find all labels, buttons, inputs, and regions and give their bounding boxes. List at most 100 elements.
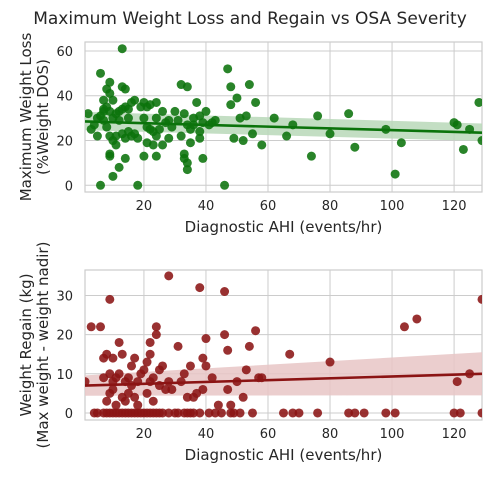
data-point <box>133 400 143 410</box>
data-point <box>96 68 106 78</box>
data-point <box>213 400 223 410</box>
top-scatter-panel: 20 40 60 80 100 120 0 20 40 60 Diagnostic AHI (eve… <box>17 33 483 236</box>
data-point <box>229 408 239 418</box>
x-tick-label: 120 <box>442 199 467 214</box>
data-point <box>86 322 96 332</box>
data-point <box>449 408 459 418</box>
y-tick-label: 30 <box>56 289 73 304</box>
data-point <box>158 106 168 116</box>
x-tick-label: 40 <box>198 427 215 442</box>
data-point <box>399 322 409 332</box>
data-point <box>105 294 115 304</box>
data-point <box>192 97 202 107</box>
x-tick-label: 80 <box>322 427 339 442</box>
data-point <box>164 133 174 143</box>
data-point <box>108 95 118 105</box>
data-point <box>158 140 168 150</box>
data-point <box>201 106 211 116</box>
data-point <box>350 142 360 152</box>
y-tick-label: 10 <box>56 368 73 383</box>
x-tick-label: 40 <box>198 199 215 214</box>
data-point <box>198 353 208 363</box>
data-point <box>238 136 248 146</box>
data-point <box>120 84 130 94</box>
y-axis-label: (%Weight DOS) <box>34 59 52 175</box>
data-point <box>145 337 155 347</box>
data-point <box>359 408 369 418</box>
data-point <box>207 373 217 383</box>
data-point <box>161 384 171 394</box>
x-tick-label: 20 <box>136 199 153 214</box>
data-point <box>198 153 208 163</box>
data-point <box>133 180 143 190</box>
data-point <box>325 357 335 367</box>
data-point <box>241 365 251 375</box>
data-point <box>452 120 462 130</box>
data-point <box>85 109 93 119</box>
y-tick-label: 40 <box>56 90 73 105</box>
y-tick-label: 60 <box>56 45 73 60</box>
data-point <box>164 271 174 281</box>
data-point <box>247 129 257 139</box>
data-point <box>279 408 288 418</box>
data-point <box>452 377 462 387</box>
data-point <box>123 113 133 123</box>
data-point <box>210 408 220 418</box>
data-point <box>201 334 211 344</box>
data-point <box>158 361 168 371</box>
data-point <box>114 337 124 347</box>
data-point <box>117 349 127 359</box>
x-tick-label: 100 <box>380 199 405 214</box>
data-point <box>123 373 133 383</box>
data-point <box>282 131 292 141</box>
data-point <box>130 95 140 105</box>
data-point <box>244 341 254 351</box>
data-point <box>142 357 152 367</box>
data-point <box>257 140 267 150</box>
data-point <box>182 82 192 92</box>
data-point <box>195 283 205 293</box>
data-point <box>176 131 186 141</box>
data-point <box>223 384 233 394</box>
data-point <box>390 169 400 179</box>
data-point <box>182 392 192 402</box>
data-point <box>201 361 211 371</box>
regression-line <box>85 372 482 387</box>
data-point <box>220 287 230 297</box>
data-point <box>114 369 124 379</box>
data-point <box>477 294 482 304</box>
data-point <box>216 408 226 418</box>
data-point <box>173 341 183 351</box>
data-point <box>170 106 180 116</box>
data-point <box>229 133 239 143</box>
data-point <box>313 111 323 121</box>
data-point <box>151 113 161 123</box>
x-tick-label: 80 <box>322 199 339 214</box>
y-axis-label: (Max weight - weight nadir) <box>34 242 52 449</box>
data-point <box>151 131 161 141</box>
data-point <box>111 140 121 150</box>
y-tick-label: 0 <box>65 179 73 194</box>
data-point <box>294 408 304 418</box>
data-point <box>158 408 168 418</box>
data-point <box>151 151 161 161</box>
y-axis-label: Weight Regain (kg) <box>17 273 35 416</box>
bottom-scatter-panel: 20 40 60 80 100 120 0 10 20 30 Diagnostic AHI (eve… <box>17 242 483 464</box>
data-point <box>105 151 115 161</box>
data-point <box>151 322 161 332</box>
y-tick-label: 20 <box>56 135 73 150</box>
data-point <box>185 138 195 148</box>
data-point <box>145 349 155 359</box>
data-point <box>247 408 257 418</box>
data-point <box>120 396 130 406</box>
plot-area <box>84 269 483 421</box>
data-point <box>151 330 161 340</box>
data-point <box>167 384 177 394</box>
x-tick-label: 60 <box>260 199 277 214</box>
data-point <box>241 111 251 121</box>
data-point <box>102 122 112 132</box>
data-point <box>85 377 90 387</box>
data-point <box>325 129 335 139</box>
data-point <box>154 124 164 134</box>
